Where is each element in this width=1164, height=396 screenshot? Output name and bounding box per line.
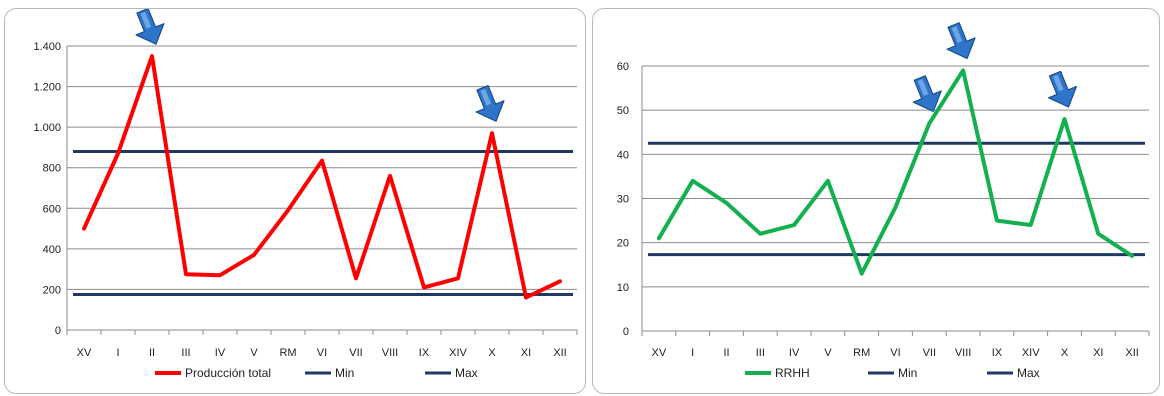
data-point-ix (995, 219, 999, 223)
legend-label-max: Max (455, 366, 478, 380)
x-tick-label-viii: VIII (955, 347, 972, 359)
y-tick-label: 600 (43, 203, 61, 215)
y-tick-label: 20 (617, 238, 629, 250)
x-tick-label-rm: RM (279, 347, 296, 359)
x-tick-label-xiv: XIV (449, 347, 467, 359)
x-tick-label-ii: II (723, 347, 729, 359)
x-tick-label-iii: III (181, 347, 190, 359)
data-point-xi (1096, 232, 1100, 236)
x-tick-label-i: I (691, 347, 694, 359)
y-tick-label: 0 (55, 325, 61, 337)
x-tick-label-v: V (824, 347, 832, 359)
down-arrow-icon (135, 9, 165, 45)
x-tick-label-iii: III (756, 347, 765, 359)
data-point-iii (184, 272, 188, 276)
down-arrow-icon (475, 85, 505, 122)
y-tick-label: 50 (617, 105, 629, 117)
y-tick-label: 1.200 (33, 82, 61, 94)
data-point-vii (354, 276, 358, 280)
data-point-v (252, 253, 256, 257)
data-point-vi (320, 159, 324, 163)
down-arrow-highlight (480, 88, 492, 106)
data-point-xiv (1029, 223, 1033, 227)
x-tick-label-x: X (1061, 347, 1069, 359)
x-tick-label-iv: IV (789, 347, 800, 359)
data-point-iv (792, 223, 796, 227)
down-arrow-icon (1047, 70, 1078, 108)
down-arrow-icon (946, 22, 976, 60)
data-point-xv (657, 236, 661, 240)
down-arrow-icon (912, 75, 942, 113)
x-tick-label-viii: VIII (382, 347, 399, 359)
x-tick-label-ii: II (149, 347, 155, 359)
down-arrow-highlight (917, 79, 929, 96)
legend-label-max: Max (1017, 366, 1040, 380)
legend-label-min: Min (898, 366, 917, 380)
data-point-xii (1130, 254, 1134, 258)
legend-label-min: Min (335, 366, 354, 380)
x-tick-label-vi: VI (890, 347, 900, 359)
chart-panel-production: 0 200 400 600 800 1.000 1.200 1.400 XV I II III IV V R… (4, 8, 586, 394)
x-tick-label-xv: XV (77, 347, 92, 359)
data-point-iii (758, 232, 762, 236)
data-point-ii (725, 201, 728, 205)
data-point-rm (860, 272, 864, 276)
legend-label-produccion-total: Producción total (185, 366, 271, 380)
data-point-x (1063, 117, 1066, 121)
y-tick-label: 400 (43, 244, 61, 256)
data-point-i (691, 179, 695, 183)
x-tick-label-vii: VII (923, 347, 936, 359)
y-tick-label: 800 (43, 163, 61, 175)
data-point-xv (82, 227, 86, 231)
data-point-iv (218, 273, 222, 277)
down-arrow-highlight (1052, 74, 1064, 92)
x-tick-label-iv: IV (215, 347, 226, 359)
data-point-xiv (456, 276, 460, 280)
x-tick-label-xiv: XIV (1022, 347, 1040, 359)
x-tick-label-i: I (116, 347, 119, 359)
x-tick-label-vi: VI (317, 347, 327, 359)
data-point-ii (150, 54, 154, 58)
y-tick-label: 30 (617, 194, 629, 206)
down-arrow-highlight (140, 11, 152, 29)
y-tick-label: 60 (617, 61, 629, 73)
data-point-v (826, 179, 830, 183)
x-tick-label-ix: IX (419, 347, 430, 359)
x-tick-label-v: V (250, 347, 258, 359)
data-point-i (116, 152, 120, 156)
data-point-rm (286, 208, 290, 212)
x-tick-label-x: X (488, 347, 496, 359)
chart-panel-rrhh: 0 10 20 30 40 50 60 XV I II III IV V RM VI VII VIII IX XIV… (592, 8, 1160, 394)
data-point-vi (894, 205, 897, 209)
x-tick-label-vii: VII (349, 347, 362, 359)
data-point-ix (422, 285, 426, 289)
data-point-viii (388, 174, 392, 178)
y-tick-label: 200 (43, 284, 61, 296)
y-tick-label: 40 (617, 149, 629, 161)
x-tick-label-xii: XII (1125, 347, 1138, 359)
y-tick-label: 0 (623, 326, 629, 338)
data-point-viii (961, 68, 965, 72)
y-tick-label: 10 (617, 282, 629, 294)
data-point-x (490, 131, 494, 135)
x-tick-label-ix: IX (992, 347, 1003, 359)
data-point-xii (558, 279, 562, 283)
x-tick-label-xi: XI (1093, 347, 1103, 359)
x-tick-label-xii: XII (553, 347, 566, 359)
down-arrow-shape (135, 9, 165, 45)
x-tick-label-xv: XV (652, 347, 667, 359)
x-tick-label-xi: XI (521, 347, 531, 359)
y-tick-label: 1.000 (33, 122, 61, 134)
data-point-xi (524, 296, 528, 300)
data-point-vii (927, 121, 931, 125)
legend-label-rrhh: RRHH (775, 366, 810, 380)
down-arrow-highlight (951, 26, 963, 43)
x-tick-label-rm: RM (853, 347, 870, 359)
y-tick-label: 1.400 (33, 41, 61, 53)
